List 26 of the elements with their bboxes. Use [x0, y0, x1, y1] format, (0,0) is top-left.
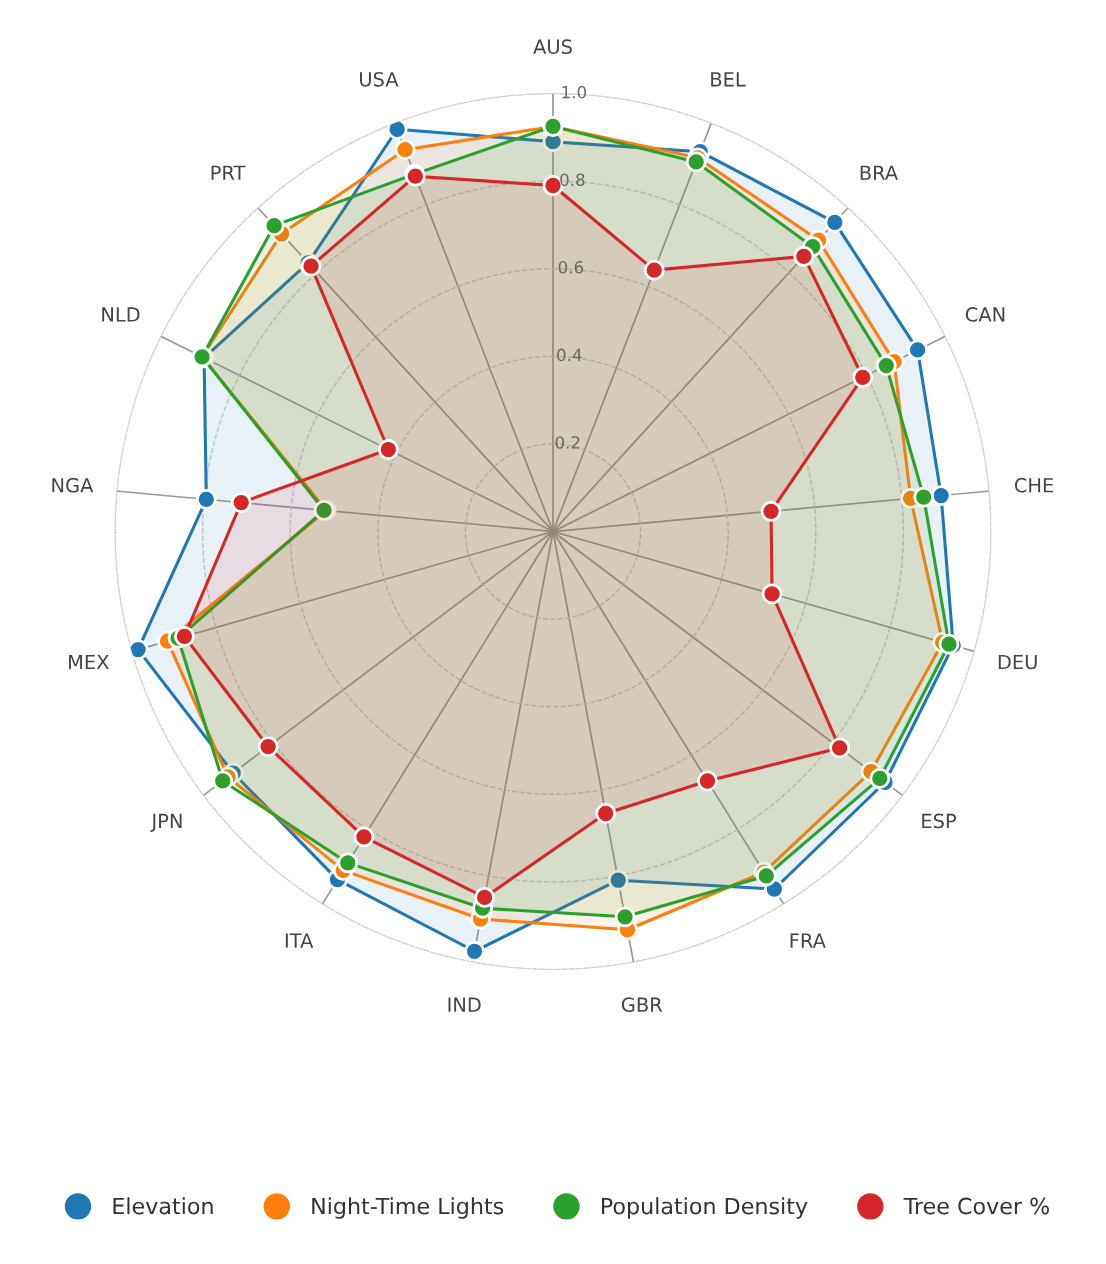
spoke-label: NLD [102, 307, 140, 322]
spoke-label: DEU [998, 654, 1037, 670]
legend-label: Elevation [113, 1197, 213, 1215]
spoke-label: MEX [69, 654, 109, 670]
spoke-label: BRA [860, 165, 898, 180]
spoke-label: FRA [790, 933, 826, 948]
y-tick-label: 0.4 [557, 348, 582, 362]
spoke-label: JPN [150, 813, 182, 832]
spoke-label: CHE [1014, 477, 1054, 493]
legend-label: Population Density [601, 1197, 808, 1219]
spoke-label: AUS [533, 39, 572, 55]
spoke-label: USA [360, 71, 399, 87]
spoke-label: GBR [621, 997, 663, 1013]
spoke-label: PRT [211, 165, 246, 180]
y-tick-label: 1.0 [562, 85, 587, 99]
y-tick-label: 0.2 [555, 436, 580, 449]
y-tick-label: 0.8 [560, 173, 585, 187]
y-tick-label: 0.6 [558, 261, 584, 274]
legend-label: Night-Time Lights [312, 1197, 504, 1219]
spoke-label: ESP [922, 813, 957, 829]
legend-label: Tree Cover % [903, 1197, 1050, 1215]
spoke-label: ITA [285, 933, 314, 948]
spoke-label: BEL [711, 72, 746, 87]
spoke-label: NGA [52, 477, 94, 493]
spoke-label: CAN [965, 307, 1005, 322]
spoke-label: IND [448, 997, 481, 1012]
